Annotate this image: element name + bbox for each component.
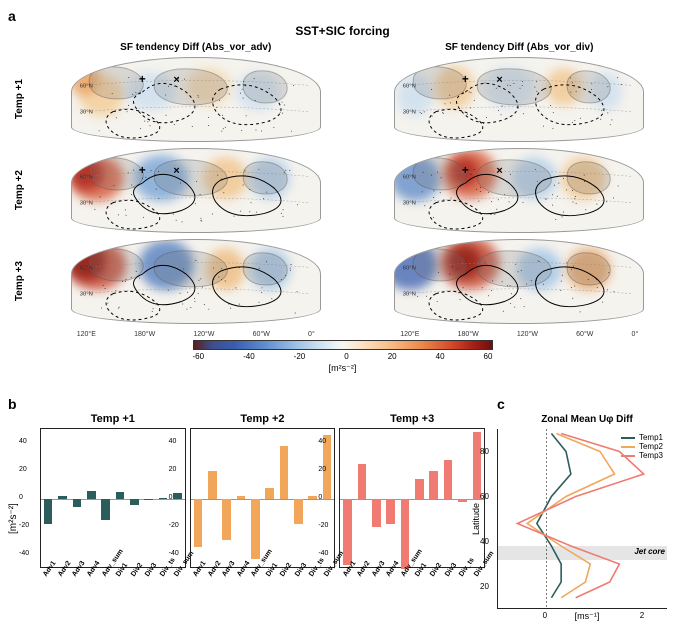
panel-a-label: a [8, 8, 677, 24]
bar [87, 491, 96, 499]
bar [58, 496, 67, 499]
svg-text:+: + [462, 73, 469, 86]
map-panel: 60°N 30°N + × [394, 148, 644, 233]
svg-text:60°N: 60°N [80, 174, 93, 180]
svg-text:60°N: 60°N [403, 174, 416, 180]
svg-text:30°N: 30°N [80, 292, 93, 298]
bar [159, 498, 168, 499]
panel-b: b [m²s⁻²] Temp +1-40-2002040Adv1Adv2Adv3… [8, 396, 485, 610]
bar [116, 492, 125, 499]
bar [444, 460, 453, 499]
bar [343, 499, 352, 565]
panel-c-ylabel: Latitude [471, 502, 481, 534]
bar [101, 499, 110, 520]
svg-text:×: × [173, 74, 179, 86]
bar [265, 488, 274, 499]
bar [429, 471, 438, 499]
row-label: Temp +1 [12, 77, 27, 121]
bar [194, 499, 203, 547]
bar-subplot: Temp +2-40-2002040 [190, 428, 336, 568]
panel-a: a SST+SIC forcing SF tendency Diff (Abs_… [8, 8, 677, 374]
bar [372, 499, 381, 527]
panel-c-label: c [497, 396, 677, 412]
subplot-title: Temp +1 [41, 413, 185, 425]
svg-text:30°N: 30°N [403, 110, 416, 116]
subplot-title: Temp +2 [191, 413, 335, 425]
bar [44, 499, 53, 524]
bar [144, 499, 153, 500]
svg-text:30°N: 30°N [403, 292, 416, 298]
map-panel: 60°N 30°N [394, 239, 644, 324]
line-Temp1 [537, 434, 571, 598]
svg-text:60°N: 60°N [403, 265, 416, 271]
svg-text:+: + [139, 73, 146, 86]
panel-a-title: SST+SIC forcing [8, 24, 677, 38]
bar [415, 479, 424, 499]
bar-subplot: Temp +1-40-2002040 [40, 428, 186, 568]
row-label: Temp +2 [12, 168, 27, 212]
panel-c-xlabel: [ms⁻¹] [497, 611, 677, 622]
bar [358, 464, 367, 499]
bar [473, 432, 482, 499]
bar [208, 471, 217, 499]
bar [458, 499, 467, 502]
colorbar-unit: [m²s⁻²] [329, 363, 357, 374]
svg-text:60°N: 60°N [403, 83, 416, 89]
svg-text:60°N: 60°N [80, 265, 93, 271]
svg-text:×: × [173, 165, 179, 177]
map-panel: 60°N 30°N [71, 239, 321, 324]
bar-subplot: Temp +3-40-2002040 [339, 428, 485, 568]
col-title-left: SF tendency Diff (Abs_vor_adv) [120, 42, 271, 53]
bar [173, 493, 182, 499]
row-label: Temp +3 [12, 259, 27, 303]
bar [130, 499, 139, 505]
bar [251, 499, 260, 559]
svg-text:+: + [139, 164, 146, 177]
svg-text:60°N: 60°N [80, 83, 93, 89]
svg-text:×: × [497, 165, 503, 177]
panel-c-title: Zonal Mean Uφ Diff [497, 414, 677, 425]
bar [401, 499, 410, 569]
subplot-title: Temp +3 [340, 413, 484, 425]
bar [386, 499, 395, 524]
panel-b-ylabel: [m²s⁻²] [8, 428, 36, 610]
svg-text:30°N: 30°N [403, 201, 416, 207]
map-panel: 60°N 30°N + × [71, 148, 321, 233]
col-title-right: SF tendency Diff (Abs_vor_div) [445, 42, 593, 53]
bar [294, 499, 303, 524]
svg-text:30°N: 30°N [80, 201, 93, 207]
map-panel: 60°N 30°N + × [71, 57, 321, 142]
svg-text:30°N: 30°N [80, 110, 93, 116]
bar [73, 499, 82, 507]
maps-grid: SF tendency Diff (Abs_vor_adv) SF tenden… [8, 42, 677, 326]
bar [237, 496, 246, 499]
colorbar: -60-40-200204060 [m²s⁻²] [8, 340, 677, 374]
bar [222, 499, 231, 540]
legend: Temp1Temp2Temp3 [621, 433, 663, 460]
svg-text:+: + [462, 164, 469, 177]
bar [308, 496, 317, 499]
panel-b-label: b [8, 396, 485, 412]
svg-text:×: × [497, 74, 503, 86]
bar [280, 446, 289, 499]
map-panel: 60°N 30°N + × [394, 57, 644, 142]
panel-c: c Zonal Mean Uφ Diff Jet core20406080Lat… [497, 396, 677, 622]
